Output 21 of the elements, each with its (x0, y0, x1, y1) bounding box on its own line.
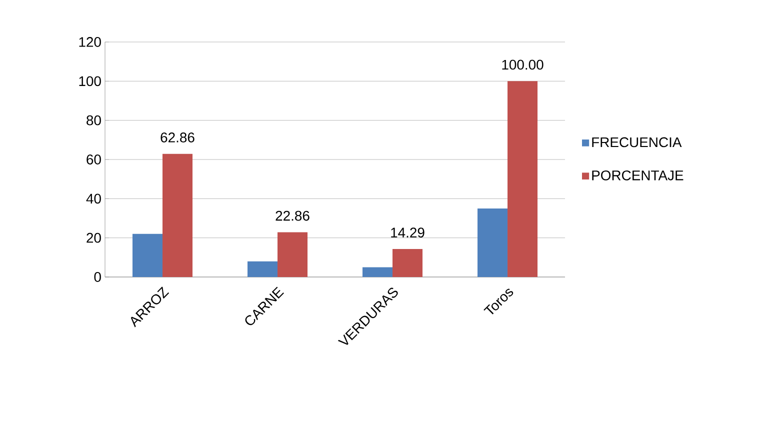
bar (248, 261, 278, 277)
bar (132, 234, 163, 277)
bar (508, 81, 538, 277)
bar (162, 154, 193, 277)
y-tick-label: 60 (86, 154, 101, 164)
legend-label: FRECUENCIA (592, 137, 682, 148)
bar (478, 208, 508, 277)
legend-label: PORCENTAJE (592, 170, 684, 180)
y-tick-label: 0 (94, 272, 101, 282)
y-tick-label: 100 (79, 76, 101, 86)
bar (392, 249, 423, 277)
data-label: 14.29 (391, 228, 424, 238)
y-tick-label: 80 (86, 115, 101, 126)
data-label: 62.86 (160, 132, 194, 142)
data-label: 100.00 (502, 60, 544, 70)
y-tick-label: 40 (86, 194, 101, 204)
y-tick-label: 120 (79, 37, 101, 47)
y-tick-label: 20 (86, 232, 101, 243)
bar (362, 267, 393, 277)
bar (278, 232, 308, 277)
data-label: 22.86 (276, 210, 310, 221)
